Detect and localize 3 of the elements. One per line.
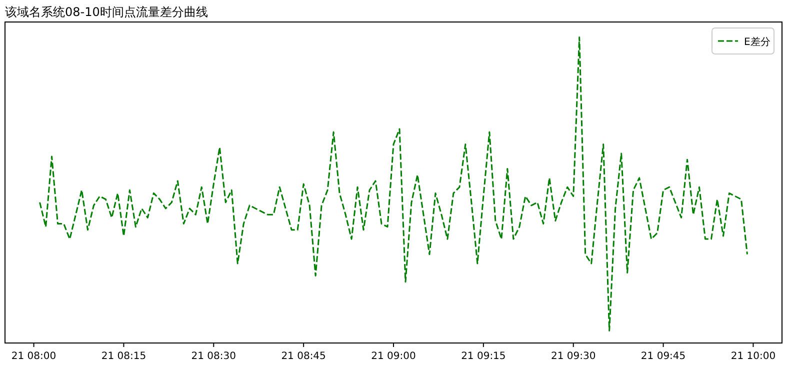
legend-label: E差分 [744,36,770,48]
title: 该域名系统08-10时间点流量差分曲线 [5,5,208,19]
legend: E差分 [712,28,774,54]
